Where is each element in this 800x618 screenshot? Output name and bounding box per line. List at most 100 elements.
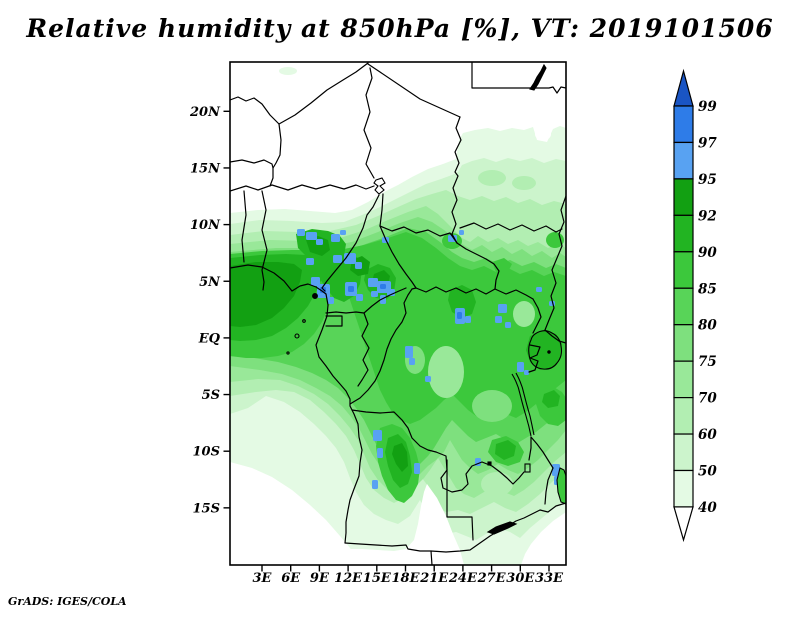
x-tick-label: 21E xyxy=(419,571,449,586)
colorbar-label-50: 50 xyxy=(698,464,717,480)
border-congo-drc-river xyxy=(349,287,417,405)
lake-chad xyxy=(373,177,386,195)
rh-mottle-drc xyxy=(428,346,464,398)
border-sudan-ssudan xyxy=(459,222,563,233)
colorbar-label-85: 85 xyxy=(698,281,717,297)
x-tick-label: 3E xyxy=(253,571,273,586)
border-rwanda-burundi xyxy=(528,344,541,373)
border-angola-zambia xyxy=(446,459,474,541)
border-chad-cameroon xyxy=(379,193,384,227)
colorbar-segment-92 xyxy=(673,178,694,216)
border-car-drc xyxy=(415,286,496,295)
rh-max-patches-rect xyxy=(297,229,305,236)
border-niger-nigeria xyxy=(230,184,375,192)
rh-max-patches-rect xyxy=(372,480,378,489)
border-ssudan-uganda xyxy=(494,288,534,300)
rh-max-patches-rect xyxy=(409,358,415,365)
lakes-and-islands xyxy=(286,63,566,535)
coast-gulf-of-guinea xyxy=(230,264,327,295)
rh-region-90-pedicle xyxy=(495,440,516,460)
y-tick-label: EQ xyxy=(198,331,221,346)
y-tick-label: 10S xyxy=(193,445,220,460)
x-tick-label: 6E xyxy=(281,571,301,586)
rh-max-patches-rect xyxy=(552,464,560,476)
colorbar-segment-40 xyxy=(673,469,694,508)
border-tanzania-drc xyxy=(530,436,554,469)
rh-max-patches-rect xyxy=(331,234,340,242)
colorbar-segment-90 xyxy=(673,214,694,253)
rh-mottle-sudan-1 xyxy=(478,170,506,186)
x-tick-label: 30E xyxy=(506,571,535,586)
rh-max-patches-rect xyxy=(320,287,326,293)
x-tick-label: 9E xyxy=(310,571,330,586)
bioko-island xyxy=(312,293,318,299)
sao-tome-island xyxy=(294,333,300,339)
rh-max-patches-rect xyxy=(495,316,502,323)
rh-max-patches-rect xyxy=(517,362,524,372)
x-tick-label: 24E xyxy=(448,571,478,586)
lake-malawi xyxy=(556,467,566,505)
colorbar-label-80: 80 xyxy=(698,318,717,334)
border-mali-niger-s xyxy=(269,123,282,187)
x-tick-label: 12E xyxy=(334,571,363,586)
y-tick-label: 5S xyxy=(202,388,220,403)
colorbar-label-92: 92 xyxy=(698,208,717,224)
border-uganda-kenya xyxy=(544,329,566,344)
rh-mottle-zambia xyxy=(481,472,513,496)
rh-max-patches-rect xyxy=(498,304,507,313)
rh-max-patches-rect xyxy=(377,448,383,458)
rh-region-92-angola xyxy=(392,443,408,472)
y-tick-label: 15S xyxy=(193,501,220,516)
rh-max-patches-rect xyxy=(457,312,462,319)
colorbar-label-95: 95 xyxy=(698,172,717,188)
lake-tanganyika-e xyxy=(515,372,535,436)
victoria-island xyxy=(547,350,551,354)
rh-max-patches-rect xyxy=(536,287,542,292)
rh-max-patches-rect xyxy=(405,346,413,358)
border-drc-zambia xyxy=(435,436,532,493)
y-tick-label: 15N xyxy=(190,161,221,176)
rh-mottle-drc-2 xyxy=(472,390,512,422)
x-tick-label: 15E xyxy=(363,571,392,586)
colorbar-label-70: 70 xyxy=(698,391,717,407)
border-uganda-drc xyxy=(532,298,542,334)
humidity-field xyxy=(230,67,566,565)
colorbar-label-60: 60 xyxy=(698,427,717,443)
rh-max-patches-rect xyxy=(505,322,511,328)
border-algeria-niger xyxy=(278,62,369,125)
border-eq-guinea xyxy=(325,315,343,327)
rh-max-patches-rect xyxy=(524,370,529,375)
colorbar-label-97: 97 xyxy=(698,135,717,151)
x-axis: 3E 6E 9E 12E 15E 18E 21E 24E 27E 30E 33E xyxy=(253,565,564,586)
border-nigeria-cameroon xyxy=(321,194,380,292)
rh-max-patches-rect xyxy=(355,262,362,269)
y-tick-label: 10N xyxy=(190,218,221,233)
principe-island xyxy=(302,319,306,323)
colorbar-label-99: 99 xyxy=(698,99,717,115)
rh-speck-nw xyxy=(279,67,297,75)
border-angola-namibia-zambezi xyxy=(344,502,566,565)
border-benin-nigeria xyxy=(261,190,268,291)
colorbar-arrow-top xyxy=(673,68,694,107)
border-togo-ghana xyxy=(241,190,247,263)
nile-bend xyxy=(529,63,547,91)
border-tanzania-malawi xyxy=(544,467,554,505)
dry-region-se-wedge xyxy=(521,512,566,565)
rh-region-92-west xyxy=(230,262,302,327)
rh-max-patches-rect xyxy=(425,376,431,382)
colorbar-label-75: 75 xyxy=(698,354,717,370)
rh-max-patches-rect xyxy=(380,284,386,289)
colorbar-segment-80 xyxy=(673,287,694,326)
country-borders xyxy=(230,62,566,565)
dry-notch-sudan xyxy=(535,127,551,141)
rh-max-patches xyxy=(297,229,560,489)
rh-max-patches-rect xyxy=(327,297,334,304)
rh-region-90-east-spot xyxy=(542,390,560,408)
dry-region-south-wedge xyxy=(348,484,464,565)
grads-credit: GrADS: IGES/COLA xyxy=(8,595,127,608)
y-tick-label: 20N xyxy=(189,105,221,120)
plot-title: Relative humidity at 850hPa [%], VT: 201… xyxy=(26,14,774,43)
x-tick-label: 27E xyxy=(477,571,507,586)
rh-max-patches-rect xyxy=(465,316,471,323)
